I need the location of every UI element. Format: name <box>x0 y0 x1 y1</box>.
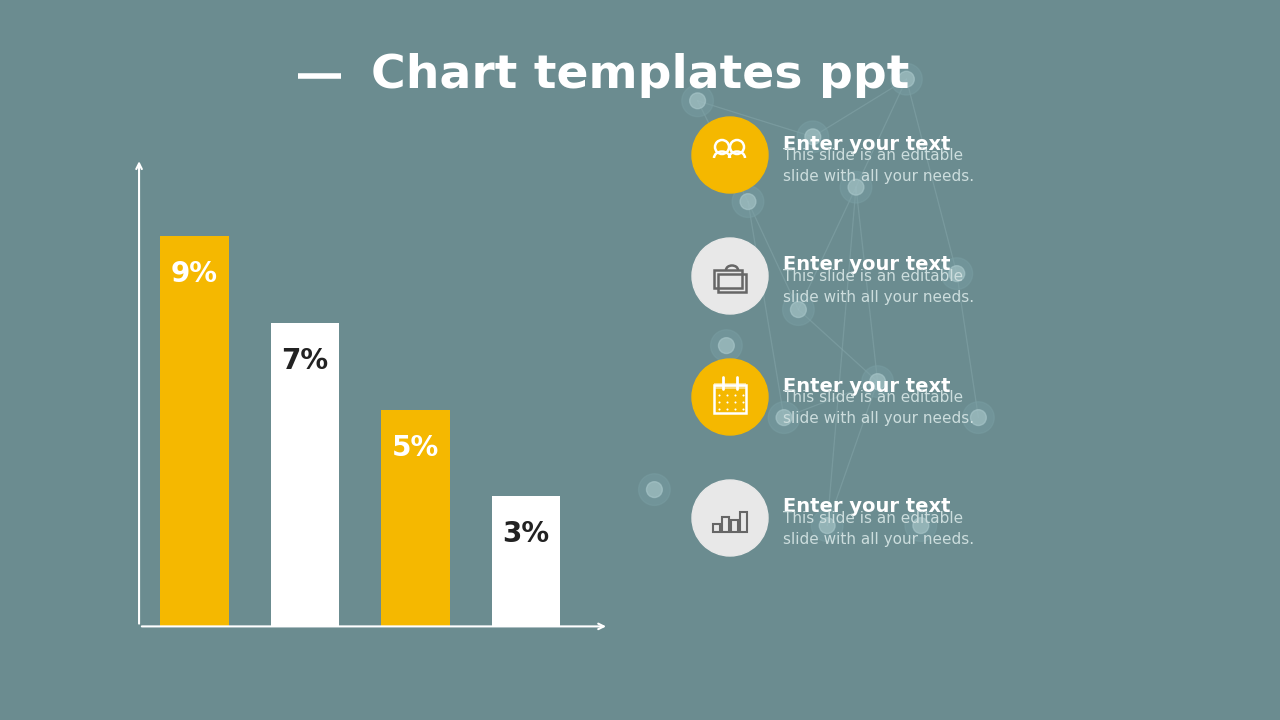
Text: Chart templates ppt: Chart templates ppt <box>371 53 909 98</box>
Text: 7%: 7% <box>282 347 329 375</box>
Bar <box>381 410 449 626</box>
Text: 3%: 3% <box>503 521 549 548</box>
Circle shape <box>692 117 768 193</box>
Circle shape <box>639 474 671 505</box>
Circle shape <box>710 330 742 361</box>
Circle shape <box>970 410 987 426</box>
Circle shape <box>692 238 768 314</box>
Circle shape <box>849 179 864 195</box>
Circle shape <box>682 85 713 117</box>
Bar <box>492 496 561 626</box>
Text: 5%: 5% <box>392 433 439 462</box>
Text: Enter your text: Enter your text <box>783 135 951 153</box>
Text: This slide is an editable
slide with all your needs.: This slide is an editable slide with all… <box>783 148 974 184</box>
Circle shape <box>776 410 792 426</box>
Text: This slide is an editable
slide with all your needs.: This slide is an editable slide with all… <box>783 269 974 305</box>
Circle shape <box>812 510 844 541</box>
Circle shape <box>869 374 886 390</box>
Circle shape <box>740 194 756 210</box>
Circle shape <box>840 171 872 203</box>
Circle shape <box>797 121 828 153</box>
Circle shape <box>913 518 929 534</box>
Circle shape <box>718 338 735 354</box>
Circle shape <box>791 302 806 318</box>
FancyBboxPatch shape <box>714 383 746 389</box>
Text: Enter your text: Enter your text <box>783 498 951 516</box>
Circle shape <box>805 129 820 145</box>
Text: This slide is an editable
slide with all your needs.: This slide is an editable slide with all… <box>783 511 974 547</box>
Circle shape <box>768 402 800 433</box>
Circle shape <box>646 482 662 498</box>
Circle shape <box>891 63 922 95</box>
Circle shape <box>899 71 914 87</box>
Bar <box>160 236 229 626</box>
Text: This slide is an editable
slide with all your needs.: This slide is an editable slide with all… <box>783 390 974 426</box>
Circle shape <box>861 366 893 397</box>
Circle shape <box>948 266 965 282</box>
Text: Enter your text: Enter your text <box>783 377 951 395</box>
Circle shape <box>963 402 995 433</box>
Circle shape <box>782 294 814 325</box>
Bar <box>270 323 339 626</box>
Circle shape <box>692 359 768 435</box>
Circle shape <box>819 518 835 534</box>
Circle shape <box>690 93 705 109</box>
Circle shape <box>905 510 937 541</box>
Circle shape <box>732 186 764 217</box>
FancyBboxPatch shape <box>443 580 460 582</box>
Circle shape <box>941 258 973 289</box>
Text: 9%: 9% <box>170 260 218 288</box>
Circle shape <box>692 480 768 556</box>
Text: Enter your text: Enter your text <box>783 256 951 274</box>
